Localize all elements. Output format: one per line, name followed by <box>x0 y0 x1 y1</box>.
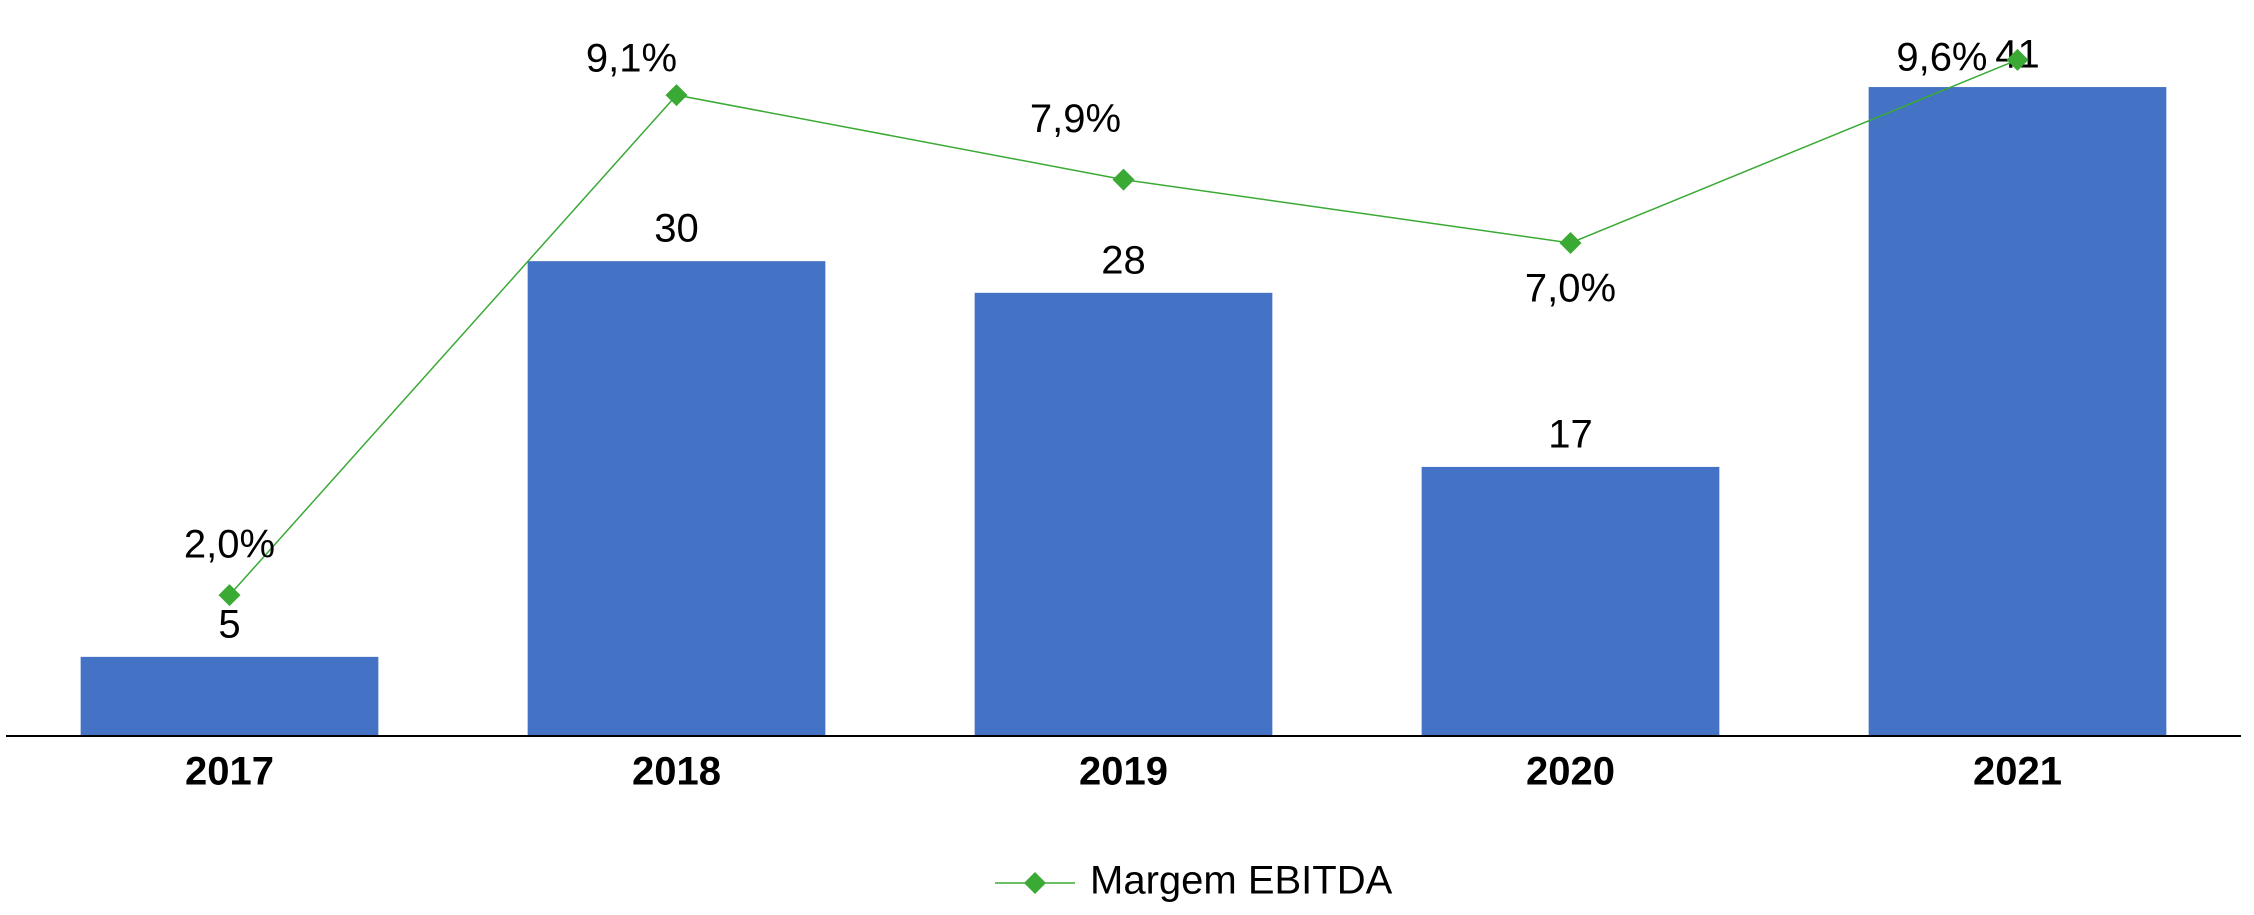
x-tick-label: 2018 <box>632 750 721 794</box>
bar <box>1868 87 2167 736</box>
line-marker <box>1112 168 1135 191</box>
bar <box>1421 466 1720 736</box>
x-tick-label: 2017 <box>185 750 274 794</box>
line-marker <box>1559 231 1582 254</box>
line-marker <box>218 584 241 607</box>
x-tick-label: 2021 <box>1973 750 2062 794</box>
line-value-label: 9,1% <box>586 37 677 81</box>
bar <box>80 656 379 736</box>
line-marker <box>2006 48 2029 71</box>
line-value-label: 7,9% <box>1030 97 1121 141</box>
line-value-label: 9,6% <box>1896 35 1987 79</box>
line-value-label: 7,0% <box>1525 267 1616 311</box>
line-value-label: 2,0% <box>184 523 275 567</box>
bar <box>527 261 826 736</box>
legend-marker <box>1024 872 1046 894</box>
bar-value-label: 28 <box>1101 238 1146 282</box>
bar-value-label: 17 <box>1548 412 1593 456</box>
bar-value-label: 5 <box>218 602 240 646</box>
legend-label: Margem EBITDA <box>1090 859 1393 903</box>
bar <box>974 292 1273 736</box>
line-marker <box>665 84 688 107</box>
x-tick-label: 2019 <box>1079 750 1168 794</box>
x-tick-label: 2020 <box>1526 750 1615 794</box>
bar-value-label: 30 <box>654 207 699 251</box>
